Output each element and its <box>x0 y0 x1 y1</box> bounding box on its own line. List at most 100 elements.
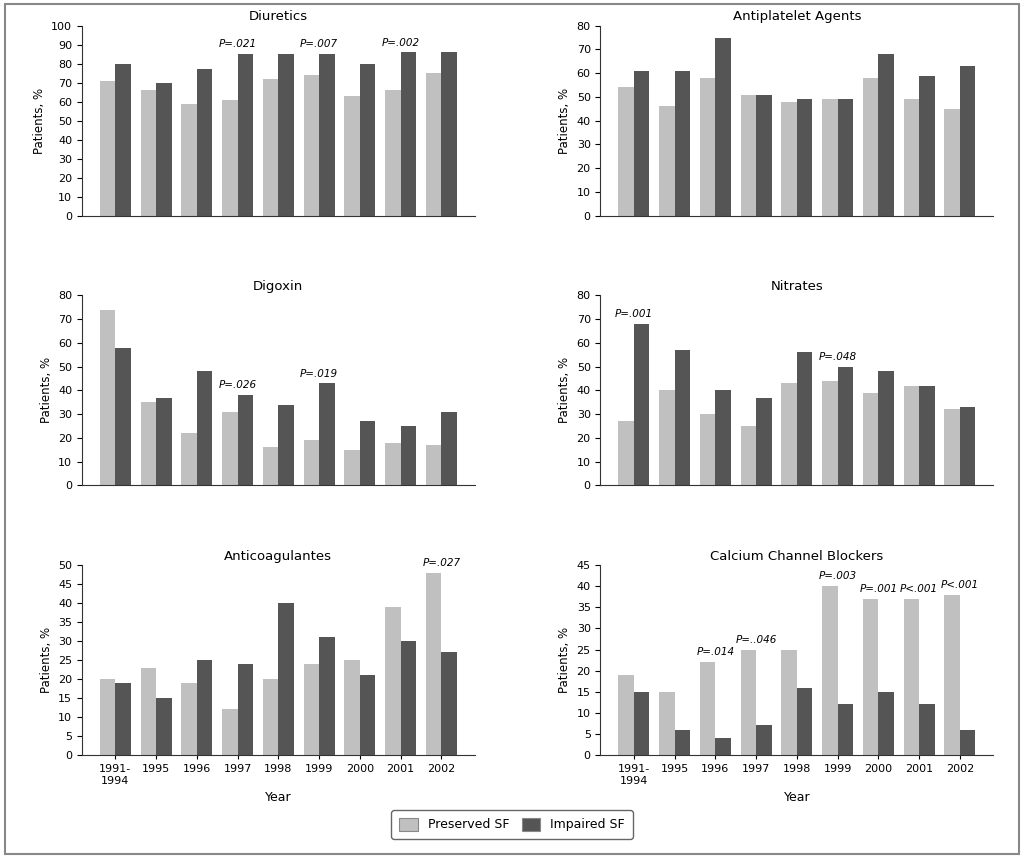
Bar <box>716 738 731 755</box>
Bar <box>716 390 731 486</box>
Bar <box>618 421 634 486</box>
Bar <box>441 52 457 215</box>
Text: P=.019: P=.019 <box>300 369 338 378</box>
Text: P=.048: P=.048 <box>818 352 857 362</box>
Bar <box>222 710 238 755</box>
Bar <box>140 402 156 486</box>
Bar <box>838 100 853 215</box>
Bar <box>863 599 879 755</box>
Bar <box>156 698 172 755</box>
Text: P=.026: P=.026 <box>218 380 257 390</box>
Bar <box>618 675 634 755</box>
Text: P=..046: P=..046 <box>735 635 777 644</box>
Y-axis label: Patients, %: Patients, % <box>558 88 571 154</box>
Bar <box>797 687 812 755</box>
Bar <box>675 350 690 486</box>
Bar <box>903 385 920 486</box>
Bar <box>879 54 894 215</box>
Bar <box>181 433 197 486</box>
Title: Anticoagulantes: Anticoagulantes <box>224 550 333 563</box>
X-axis label: Year: Year <box>783 791 810 804</box>
Bar <box>426 573 441 755</box>
Bar <box>279 54 294 215</box>
Bar <box>863 78 879 215</box>
Bar <box>756 94 772 215</box>
Bar <box>699 662 716 755</box>
Bar <box>944 595 959 755</box>
Bar <box>99 679 116 755</box>
Bar <box>699 414 716 486</box>
Legend: Preserved SF, Impaired SF: Preserved SF, Impaired SF <box>391 810 633 839</box>
Title: Diuretics: Diuretics <box>249 10 308 23</box>
Bar <box>181 683 197 755</box>
Bar <box>99 81 116 215</box>
Y-axis label: Patients, %: Patients, % <box>33 88 46 154</box>
Bar <box>903 599 920 755</box>
Bar <box>959 407 976 486</box>
Bar <box>303 76 319 215</box>
Bar <box>319 54 335 215</box>
Bar <box>699 78 716 215</box>
Bar <box>740 650 756 755</box>
Bar <box>716 38 731 215</box>
Bar <box>400 426 416 486</box>
Bar <box>822 586 838 755</box>
Bar <box>959 66 976 215</box>
Bar <box>140 90 156 215</box>
Y-axis label: Patients, %: Patients, % <box>40 357 52 424</box>
Bar <box>197 69 212 215</box>
Bar <box>238 54 253 215</box>
Bar <box>279 405 294 486</box>
Bar <box>238 664 253 755</box>
Title: Calcium Channel Blockers: Calcium Channel Blockers <box>711 550 884 563</box>
Bar <box>385 607 400 755</box>
Text: P=.001: P=.001 <box>859 584 897 594</box>
Text: P=.014: P=.014 <box>696 648 734 657</box>
Bar <box>903 100 920 215</box>
Bar <box>385 90 400 215</box>
Bar <box>756 397 772 486</box>
Bar <box>740 426 756 486</box>
Bar <box>920 704 935 755</box>
Bar <box>838 366 853 486</box>
Bar <box>659 390 675 486</box>
Bar <box>822 100 838 215</box>
Bar <box>303 440 319 486</box>
Bar <box>797 100 812 215</box>
Bar <box>344 96 359 215</box>
Bar <box>634 692 649 755</box>
Text: P=.027: P=.027 <box>422 558 461 568</box>
Bar <box>263 79 279 215</box>
Bar <box>263 679 279 755</box>
Bar <box>359 675 376 755</box>
Bar <box>634 324 649 486</box>
Bar <box>822 381 838 486</box>
Y-axis label: Patients, %: Patients, % <box>40 627 52 693</box>
Bar <box>920 76 935 215</box>
Bar <box>797 353 812 486</box>
Bar <box>426 73 441 215</box>
Bar <box>675 71 690 215</box>
Bar <box>838 704 853 755</box>
Bar <box>197 372 212 486</box>
Bar <box>675 729 690 755</box>
Bar <box>659 106 675 215</box>
Bar <box>441 652 457 755</box>
Bar <box>197 660 212 755</box>
Y-axis label: Patients, %: Patients, % <box>558 627 571 693</box>
Bar <box>920 385 935 486</box>
Bar <box>781 384 797 486</box>
Bar <box>959 729 976 755</box>
Bar <box>156 82 172 215</box>
X-axis label: Year: Year <box>265 791 292 804</box>
Y-axis label: Patients, %: Patients, % <box>558 357 571 424</box>
Bar <box>140 668 156 755</box>
Bar <box>659 692 675 755</box>
Bar <box>319 384 335 486</box>
Bar <box>344 450 359 486</box>
Bar <box>181 104 197 215</box>
Bar <box>222 100 238 215</box>
Bar <box>441 412 457 486</box>
Bar <box>116 63 131 215</box>
Bar <box>879 692 894 755</box>
